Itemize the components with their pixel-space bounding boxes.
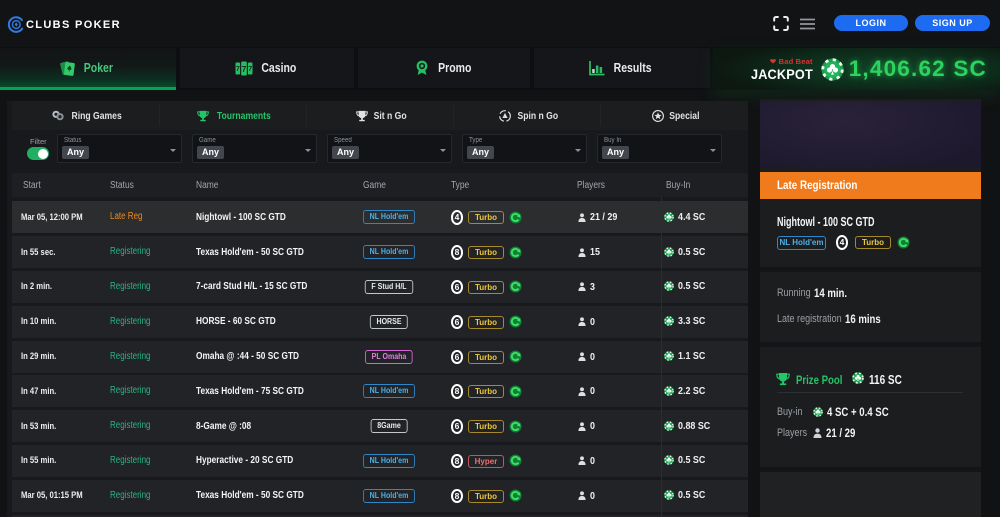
svg-text:7: 7	[236, 66, 240, 73]
svg-text:7: 7	[241, 64, 246, 74]
svg-text:7: 7	[248, 66, 252, 73]
